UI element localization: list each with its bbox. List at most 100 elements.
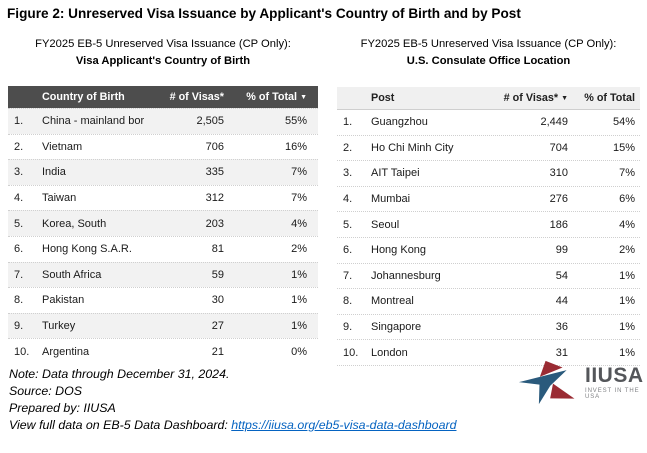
- row-post: Seoul: [371, 218, 400, 231]
- row-visas: 59: [211, 268, 224, 281]
- row-rank: 9.: [14, 320, 24, 333]
- row-visas: 36: [555, 321, 568, 334]
- country-column-header[interactable]: Country of Birth: [42, 91, 125, 103]
- row-rank: 8.: [14, 294, 24, 307]
- row-visas: 704: [549, 141, 568, 154]
- row-pct: 2%: [619, 244, 635, 257]
- footer-notes: Note: Data through December 31, 2024. So…: [9, 366, 456, 434]
- row-visas: 276: [549, 193, 568, 206]
- row-pct: 4%: [619, 218, 635, 231]
- note-line: Note: Data through December 31, 2024.: [9, 367, 230, 381]
- country-table-header: Country of Birth # of Visas* % of Total ▼: [8, 86, 318, 108]
- table-row: 10. London 31 1%: [337, 340, 640, 366]
- row-post: AIT Taipei: [371, 167, 420, 180]
- row-rank: 3.: [343, 167, 353, 180]
- row-rank: 9.: [343, 321, 353, 334]
- table-row: 1. China - mainland born 2,505 55%: [8, 108, 318, 134]
- row-pct: 15%: [612, 141, 635, 154]
- sort-desc-icon: ▼: [561, 95, 568, 102]
- iiusa-logo-tagline: INVEST IN THE USA: [585, 387, 640, 400]
- table-row: 2. Ho Chi Minh City 704 15%: [337, 135, 640, 162]
- row-visas: 27: [211, 320, 224, 333]
- visas-column-header[interactable]: # of Visas*: [169, 91, 224, 103]
- table-row: 9. Singapore 36 1%: [337, 314, 640, 341]
- row-post: Johannesburg: [371, 269, 441, 282]
- post-column-header[interactable]: Post: [371, 92, 395, 104]
- prepared-by-line: Prepared by: IIUSA: [9, 401, 116, 415]
- row-post: Montreal: [371, 295, 414, 308]
- iiusa-logo-text: IIUSA INVEST IN THE USA: [585, 365, 647, 400]
- row-pct: 0%: [291, 345, 307, 358]
- table-row: 10. Argentina 21 0%: [8, 338, 318, 364]
- iiusa-star-icon: [518, 359, 580, 405]
- table-row: 8. Montreal 44 1%: [337, 289, 640, 315]
- visas-column-header-sorted[interactable]: # of Visas* ▼: [503, 92, 568, 104]
- row-pct: 1%: [619, 269, 635, 282]
- row-visas: 30: [211, 294, 224, 307]
- row-rank: 7.: [14, 268, 24, 281]
- row-rank: 8.: [343, 295, 353, 308]
- row-rank: 4.: [343, 193, 353, 206]
- row-rank: 6.: [343, 244, 353, 257]
- row-visas: 335: [205, 166, 224, 179]
- table-row: 4. Taiwan 312 7%: [8, 184, 318, 211]
- pct-column-header-sorted[interactable]: % of Total ▼: [246, 91, 307, 103]
- row-rank: 2.: [14, 140, 24, 153]
- table-row: 6. Hong Kong S.A.R. 81 2%: [8, 235, 318, 262]
- row-visas: 2,449: [540, 116, 568, 129]
- right-table-subtitle: FY2025 EB-5 Unreserved Visa Issuance (CP…: [337, 36, 640, 70]
- row-rank: 1.: [14, 115, 24, 128]
- row-country: Vietnam: [42, 140, 83, 153]
- row-country: Turkey: [42, 320, 76, 333]
- figure-title: Figure 2: Unreserved Visa Issuance by Ap…: [7, 6, 521, 21]
- row-post: Singapore: [371, 321, 422, 334]
- sort-desc-icon: ▼: [300, 94, 307, 101]
- pct-column-header[interactable]: % of Total: [584, 92, 635, 104]
- left-table-subtitle: FY2025 EB-5 Unreserved Visa Issuance (CP…: [8, 36, 318, 70]
- iiusa-logo: IIUSA INVEST IN THE USA: [518, 359, 647, 405]
- row-visas: 54: [555, 269, 568, 282]
- table-row: 8. Pakistan 30 1%: [8, 287, 318, 313]
- row-pct: 1%: [291, 320, 307, 333]
- row-pct: 7%: [619, 167, 635, 180]
- row-rank: 5.: [343, 218, 353, 231]
- row-pct: 55%: [284, 115, 307, 128]
- row-rank: 1.: [343, 116, 353, 129]
- row-post: London: [371, 346, 408, 359]
- row-pct: 54%: [612, 116, 635, 129]
- row-pct: 4%: [291, 217, 307, 230]
- row-visas: 706: [205, 140, 224, 153]
- row-country: Argentina: [42, 345, 90, 358]
- row-visas: 2,505: [196, 115, 224, 128]
- row-post: Guangzhou: [371, 116, 428, 129]
- right-subtitle-line2: U.S. Consulate Office Location: [406, 55, 571, 67]
- row-post: Hong Kong: [371, 244, 427, 257]
- row-rank: 10.: [343, 346, 359, 359]
- row-visas: 21: [211, 345, 224, 358]
- row-visas: 99: [555, 244, 568, 257]
- left-subtitle-line2: Visa Applicant's Country of Birth: [75, 55, 251, 67]
- table-row: 3. AIT Taipei 310 7%: [337, 161, 640, 187]
- row-visas: 310: [549, 167, 568, 180]
- country-table-body: 1. China - mainland born 2,505 55% 2. Vietna…: [8, 108, 318, 364]
- row-visas: 186: [549, 218, 568, 231]
- row-pct: 6%: [619, 193, 635, 206]
- row-pct: 1%: [619, 321, 635, 334]
- table-row: 6. Hong Kong 99 2%: [337, 237, 640, 264]
- row-pct: 1%: [619, 346, 635, 359]
- row-country: South Africa: [42, 268, 102, 281]
- table-row: 5. Korea, South 203 4%: [8, 210, 318, 236]
- row-country: India: [42, 166, 66, 179]
- row-pct: 7%: [291, 192, 307, 205]
- row-post: Ho Chi Minh City: [371, 141, 454, 154]
- table-row: 1. Guangzhou 2,449 54%: [337, 110, 640, 136]
- dashboard-link[interactable]: https://iiusa.org/eb5-visa-data-dashboar…: [231, 418, 457, 432]
- right-subtitle-line1: FY2025 EB-5 Unreserved Visa Issuance (CP…: [360, 38, 617, 50]
- row-visas: 312: [205, 192, 224, 205]
- row-rank: 3.: [14, 166, 24, 179]
- row-rank: 6.: [14, 243, 24, 256]
- row-pct: 16%: [284, 140, 307, 153]
- post-table-body: 1. Guangzhou 2,449 54% 2. Ho Chi Minh City 70…: [337, 110, 640, 366]
- row-country: Pakistan: [42, 294, 85, 307]
